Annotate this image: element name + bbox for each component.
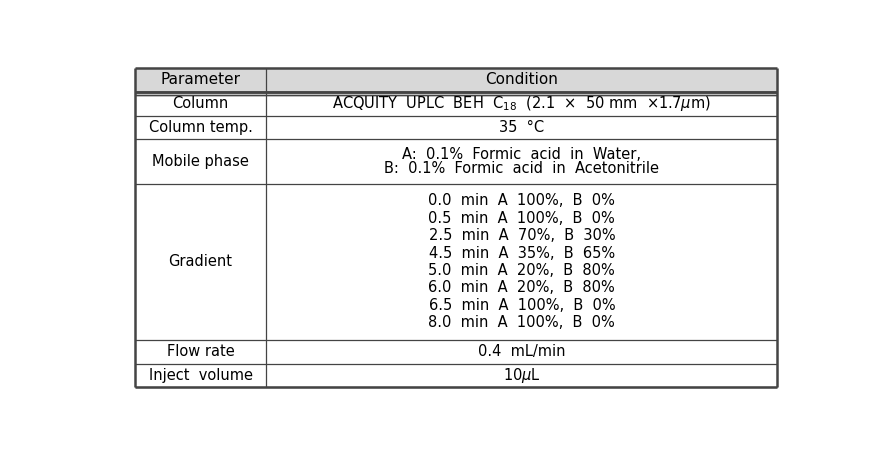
- Text: B:  0.1%  Formic  acid  in  Acetonitrile: B: 0.1% Formic acid in Acetonitrile: [384, 161, 659, 176]
- Text: Condition: Condition: [485, 73, 558, 87]
- Bar: [266, 92, 777, 115]
- Text: ACQUITY  UPLC  BEH  C$_{18}$  (2.1  ×  50 mm  ×1.7$\mu$m): ACQUITY UPLC BEH C$_{18}$ (2.1 × 50 mm ×…: [333, 94, 712, 113]
- Text: Gradient: Gradient: [168, 254, 233, 269]
- Bar: [135, 139, 266, 184]
- Bar: [266, 340, 777, 364]
- Bar: [135, 115, 266, 139]
- Text: 6.5  min  A  100%,  B  0%: 6.5 min A 100%, B 0%: [428, 298, 615, 313]
- Bar: [266, 364, 777, 387]
- Bar: [266, 68, 777, 92]
- Text: 8.0  min  A  100%,  B  0%: 8.0 min A 100%, B 0%: [428, 315, 615, 330]
- Bar: [266, 115, 777, 139]
- Bar: [135, 340, 266, 364]
- Text: Inject  volume: Inject volume: [149, 368, 252, 383]
- Text: Flow rate: Flow rate: [166, 344, 235, 359]
- Text: Parameter: Parameter: [160, 73, 241, 87]
- Text: A:  0.1%  Formic  acid  in  Water,: A: 0.1% Formic acid in Water,: [403, 147, 642, 161]
- Bar: [135, 68, 266, 92]
- Text: 0.0  min  A  100%,  B  0%: 0.0 min A 100%, B 0%: [428, 193, 615, 208]
- Text: 5.0  min  A  20%,  B  80%: 5.0 min A 20%, B 80%: [428, 263, 615, 278]
- Text: 6.0  min  A  20%,  B  80%: 6.0 min A 20%, B 80%: [428, 281, 615, 295]
- Text: 0.4  mL/min: 0.4 mL/min: [478, 344, 566, 359]
- Text: Column: Column: [173, 96, 228, 111]
- Bar: [135, 184, 266, 340]
- Bar: [135, 92, 266, 115]
- Text: 35  °C: 35 °C: [499, 120, 544, 135]
- Text: Mobile phase: Mobile phase: [152, 154, 249, 169]
- Text: 2.5  min  A  70%,  B  30%: 2.5 min A 70%, B 30%: [428, 228, 615, 243]
- Bar: [135, 364, 266, 387]
- Text: 10$\mu$L: 10$\mu$L: [503, 366, 541, 385]
- Bar: [266, 184, 777, 340]
- Text: Column temp.: Column temp.: [149, 120, 252, 135]
- Text: 0.5  min  A  100%,  B  0%: 0.5 min A 100%, B 0%: [428, 211, 615, 226]
- Text: 4.5  min  A  35%,  B  65%: 4.5 min A 35%, B 65%: [428, 245, 615, 261]
- Bar: [266, 139, 777, 184]
